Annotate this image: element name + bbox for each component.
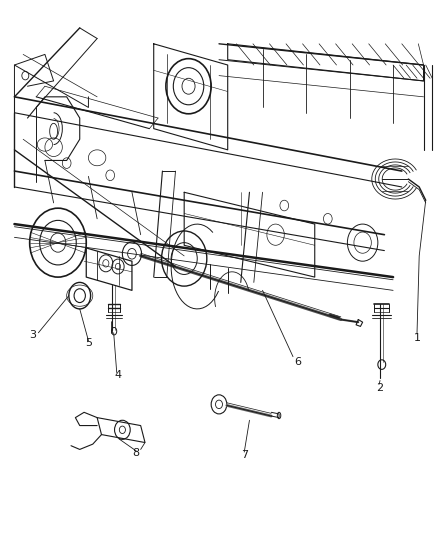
Text: 7: 7 [241,450,249,460]
Text: 3: 3 [29,330,36,341]
Text: 2: 2 [377,383,384,393]
Text: 6: 6 [294,357,301,367]
Text: 5: 5 [85,338,92,349]
Text: 1: 1 [413,333,420,343]
Text: 8: 8 [133,448,140,458]
Text: 4: 4 [114,370,122,380]
